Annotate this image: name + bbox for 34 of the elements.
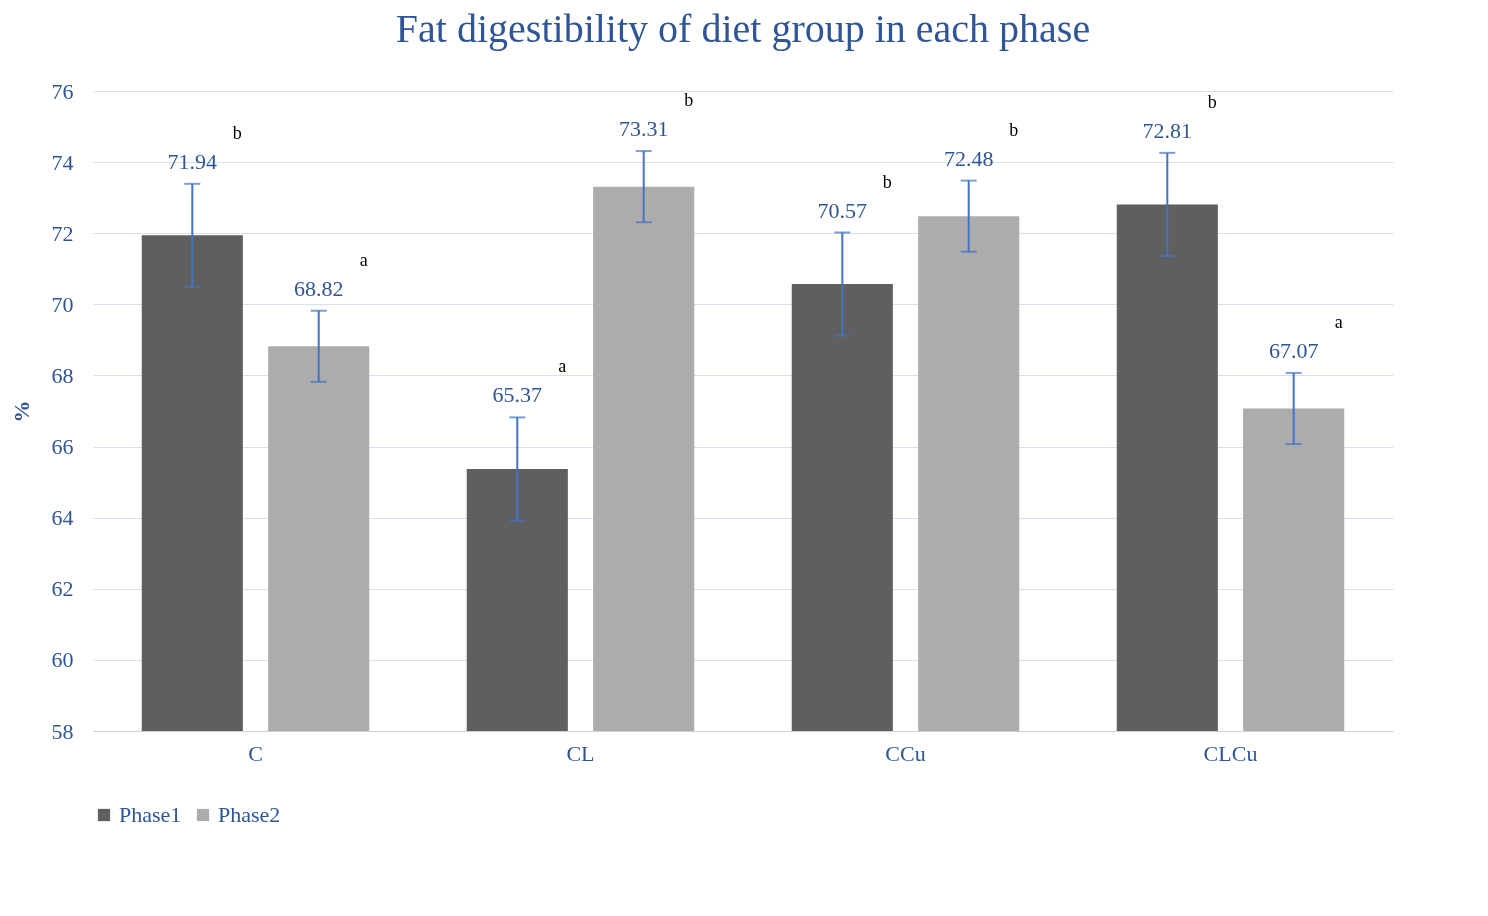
- data-label: 71.94: [167, 148, 218, 174]
- annotation: b: [1207, 91, 1217, 112]
- chart-title: Fat digestibility of diet group in each phase: [395, 6, 1091, 51]
- legend-label: Phase1: [119, 802, 182, 827]
- annotation: b: [882, 171, 892, 192]
- x-tick-label: CCu: [885, 740, 926, 766]
- y-tick-label: 74: [51, 149, 74, 175]
- data-label: 67.07: [1268, 337, 1319, 363]
- y-tick-label: 64: [51, 505, 74, 531]
- y-tick-label: 66: [51, 434, 74, 460]
- annotation: a: [1334, 311, 1343, 332]
- y-tick-label: 68: [51, 362, 74, 388]
- annotation: b: [1009, 119, 1019, 140]
- y-tick-label: 76: [51, 78, 74, 104]
- x-tick-label: CLCu: [1203, 740, 1258, 766]
- data-label: 72.48: [943, 145, 994, 171]
- y-axis-title: %: [8, 400, 34, 423]
- data-label: 70.57: [817, 197, 868, 223]
- annotation: b: [232, 122, 242, 143]
- y-tick-label: 60: [51, 647, 74, 673]
- x-tick-label: C: [248, 740, 263, 766]
- legend-label: Phase2: [218, 802, 281, 827]
- data-label: 73.31: [618, 116, 669, 142]
- y-tick-label: 70: [51, 291, 74, 317]
- y-tick-label: 58: [51, 718, 74, 744]
- annotation: b: [684, 90, 694, 111]
- y-tick-label: 62: [51, 576, 74, 602]
- data-label: 72.81: [1142, 117, 1193, 143]
- data-label: 65.37: [492, 382, 543, 408]
- annotation: a: [558, 356, 567, 377]
- annotation: a: [359, 249, 368, 270]
- x-tick-label: CL: [566, 740, 595, 766]
- data-label: 68.82: [293, 275, 344, 301]
- y-tick-label: 72: [51, 220, 74, 246]
